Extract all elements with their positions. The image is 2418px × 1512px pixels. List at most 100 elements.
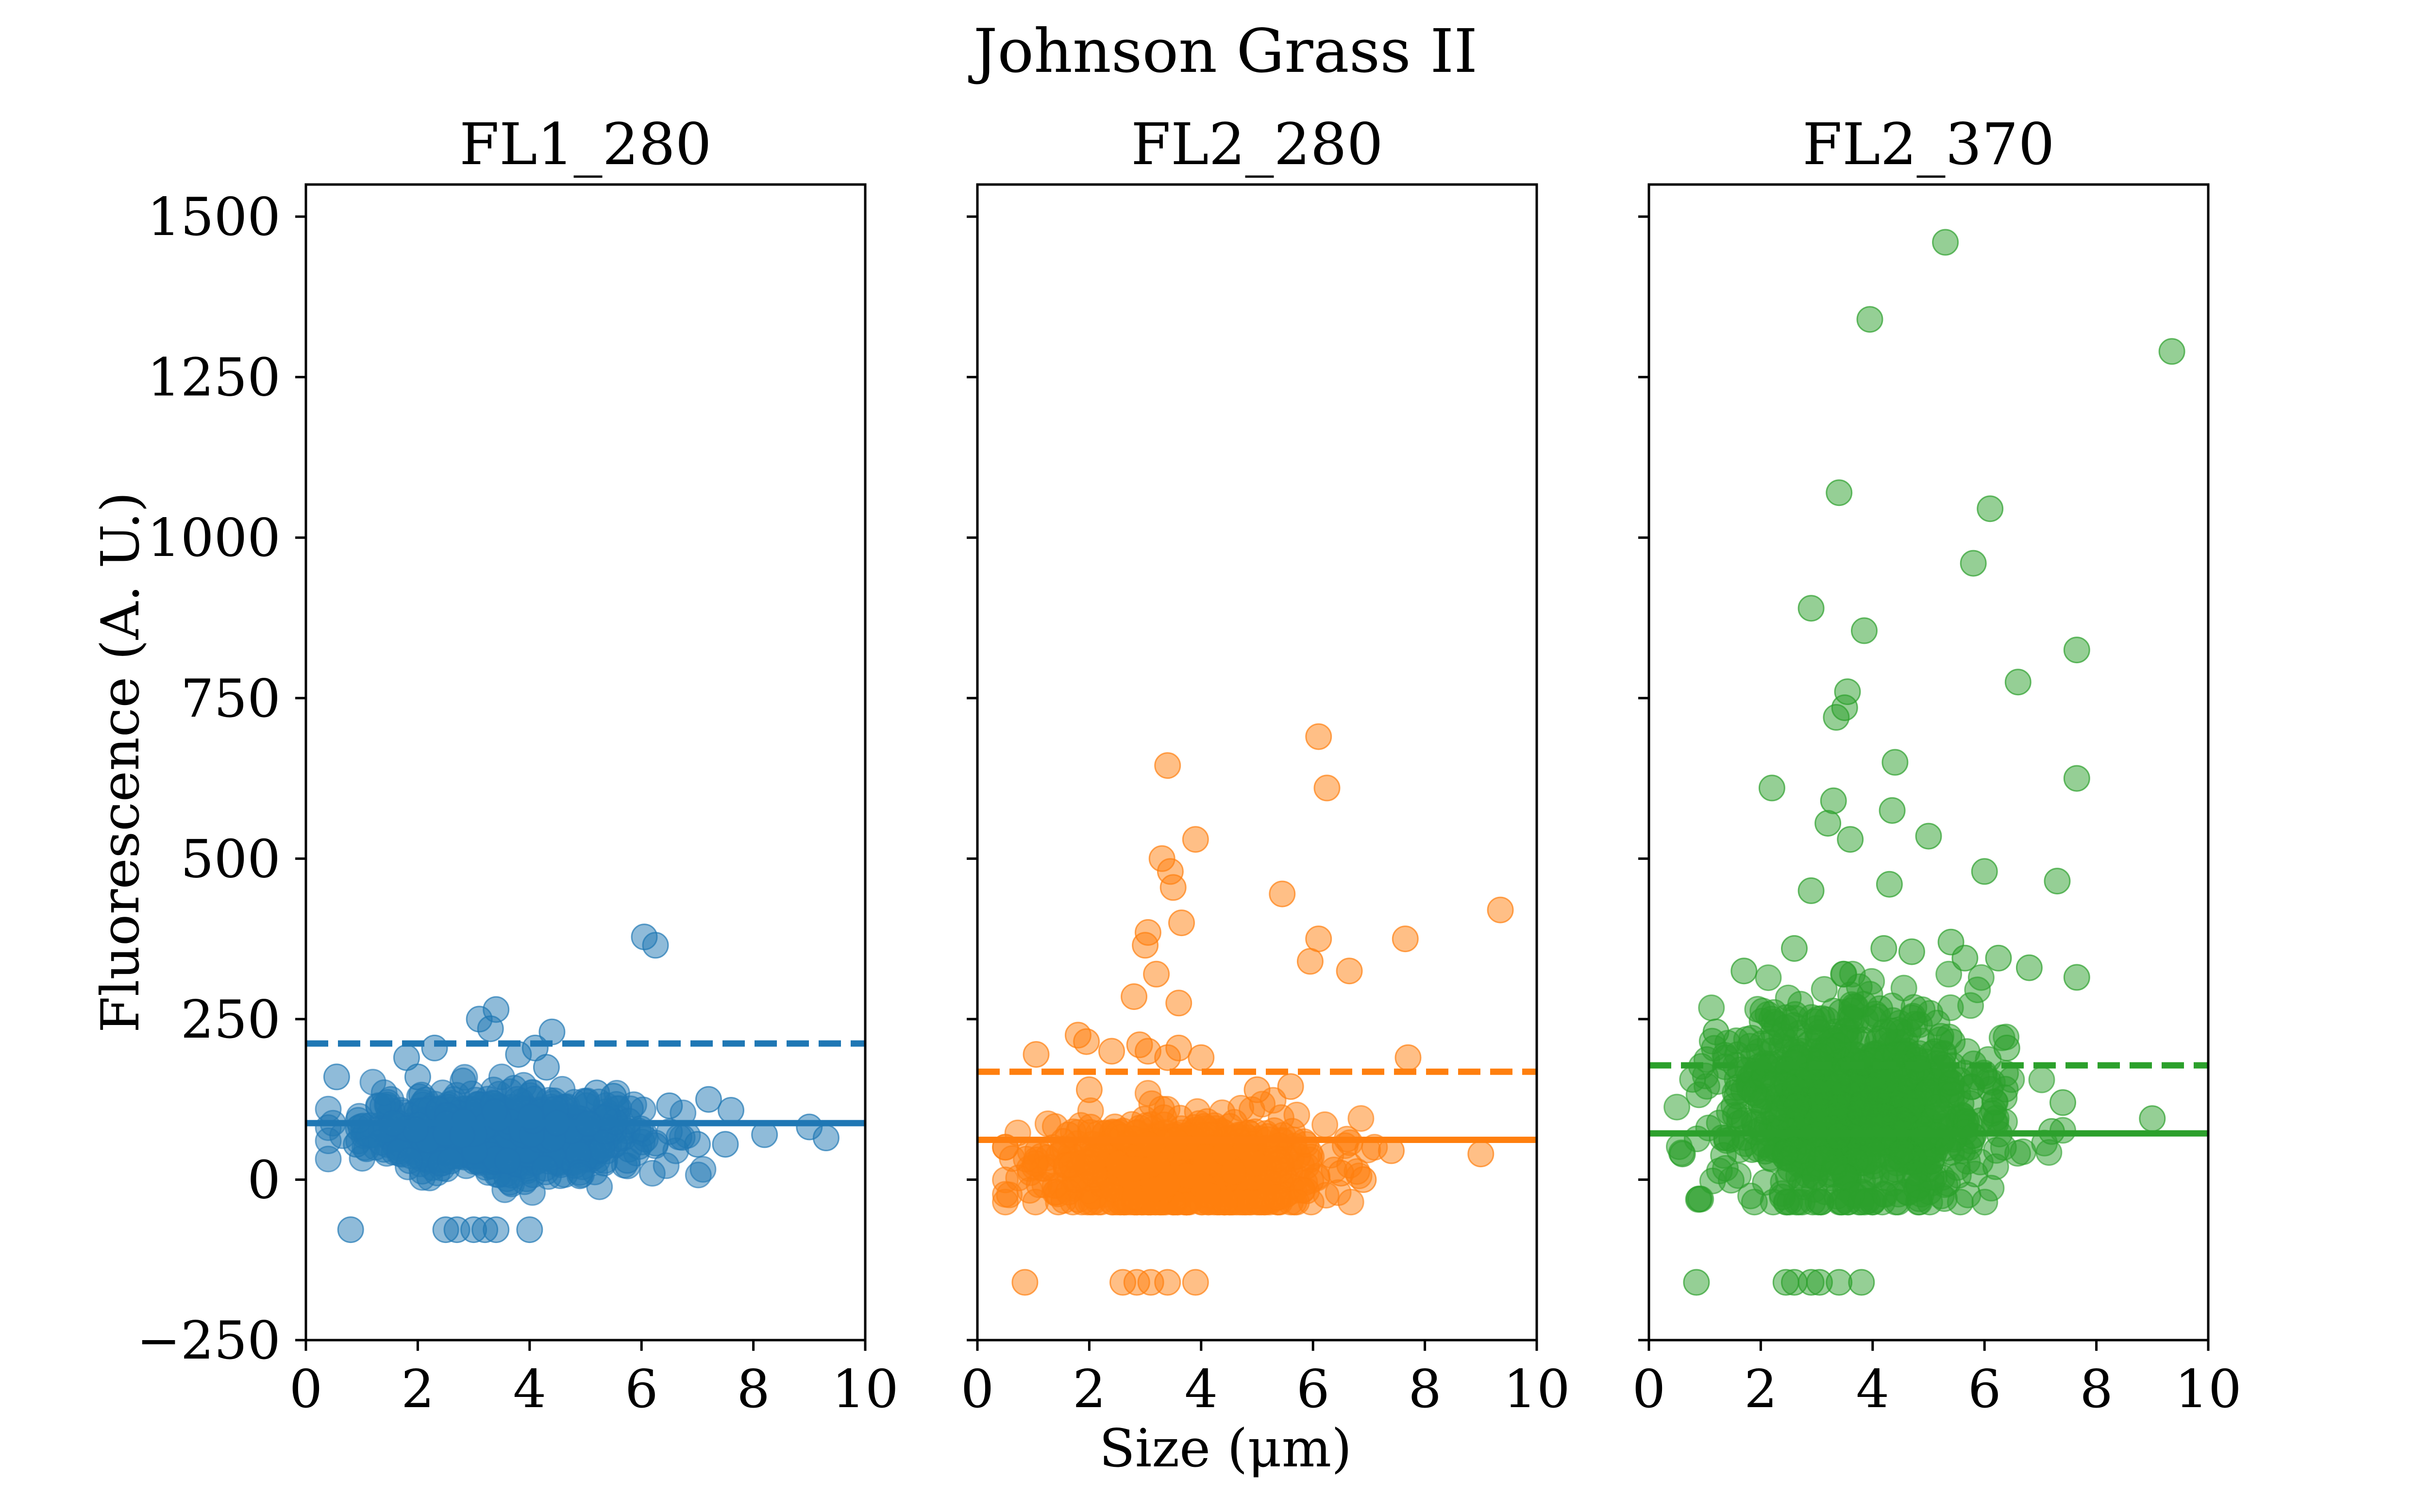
scatter-point bbox=[1296, 948, 1324, 975]
scatter-point bbox=[1826, 1269, 1853, 1296]
scatter-point bbox=[1756, 1029, 1783, 1056]
scatter-point bbox=[1305, 723, 1332, 750]
scatter-point bbox=[1327, 1159, 1355, 1187]
scatter-point bbox=[1263, 1183, 1290, 1210]
scatter-point bbox=[1834, 678, 1861, 706]
scatter-point bbox=[1935, 960, 1963, 988]
x-tick-label: 2 bbox=[401, 1359, 435, 1420]
scatter-point bbox=[1841, 992, 1868, 1020]
scatter-point bbox=[583, 1079, 610, 1107]
scatter-point bbox=[1888, 1139, 1915, 1166]
scatter-point bbox=[1876, 871, 1903, 898]
scatter-point bbox=[323, 1063, 350, 1091]
x-tick-label: 0 bbox=[961, 1359, 994, 1420]
scatter-point bbox=[1168, 909, 1195, 937]
scatter-point bbox=[1977, 495, 2004, 522]
x-tick-label: 4 bbox=[1184, 1359, 1218, 1420]
scatter-point bbox=[1121, 983, 1148, 1010]
scatter-point bbox=[1856, 306, 1883, 333]
plot-frame bbox=[1647, 183, 2210, 1342]
scatter-point bbox=[1686, 1185, 1713, 1212]
scatter-point bbox=[404, 1063, 431, 1091]
scatter-point bbox=[2004, 669, 2032, 696]
scatter-point bbox=[1923, 1093, 1950, 1121]
scatter-point bbox=[1313, 774, 1341, 802]
scatter-point bbox=[1154, 752, 1181, 779]
scatter-point bbox=[1337, 1189, 1364, 1216]
scatter-point bbox=[1718, 1167, 1745, 1194]
scatter-point bbox=[1165, 990, 1192, 1017]
scatter-point bbox=[1194, 1181, 1222, 1209]
scatter-point bbox=[2063, 765, 2090, 792]
scatter-point bbox=[1769, 1183, 1796, 1210]
scatter-point bbox=[1978, 1175, 2005, 1202]
x-tick-label: 8 bbox=[2080, 1359, 2113, 1420]
subplot-3: FL2_370 0 2 4 6 8 10 bbox=[1632, 111, 2242, 1420]
y-tick-label: 0 bbox=[247, 1150, 281, 1210]
x-tick-label: 10 bbox=[832, 1359, 898, 1420]
scatter-point bbox=[1808, 1005, 1835, 1032]
scatter-point bbox=[1034, 1110, 1061, 1137]
subplot-title: FL2_280 bbox=[1131, 111, 1383, 178]
scatter-point bbox=[1467, 1141, 1494, 1168]
scatter-point bbox=[1981, 1089, 2009, 1116]
scatter-point bbox=[1915, 823, 1942, 850]
scatter-point bbox=[1934, 1134, 1962, 1161]
scatter-point bbox=[1023, 1041, 1050, 1068]
scatter-point bbox=[1058, 1151, 1085, 1178]
scatter-point bbox=[315, 1127, 342, 1154]
scatter-point bbox=[1698, 994, 1725, 1022]
scatter-point bbox=[1993, 1034, 2020, 1061]
scatter-point bbox=[1075, 1076, 1103, 1103]
scatter-point bbox=[1957, 992, 1984, 1019]
scatter-point bbox=[477, 1015, 504, 1042]
scatter-point bbox=[1755, 964, 1782, 991]
scatter-point bbox=[1394, 1044, 1422, 1071]
scatter-point bbox=[1141, 1176, 1168, 1203]
scatter-point bbox=[1859, 1076, 1886, 1103]
scatter-points bbox=[992, 723, 1514, 1296]
x-tick-label: 6 bbox=[1968, 1359, 2001, 1420]
scatter-point bbox=[712, 1131, 739, 1158]
scatter-point bbox=[1312, 1182, 1340, 1209]
scatter-point bbox=[1216, 1113, 1243, 1140]
scatter-point bbox=[1780, 1012, 1807, 1039]
scatter-point bbox=[1814, 810, 1842, 837]
scatter-point bbox=[1487, 896, 1514, 924]
scatter-point bbox=[1243, 1076, 1271, 1103]
subplot-title: FL2_370 bbox=[1802, 111, 2055, 178]
scatter-point bbox=[488, 1063, 515, 1091]
scatter-point bbox=[2015, 954, 2043, 981]
y-tick-label: 1500 bbox=[147, 187, 281, 248]
subplot-2: FL2_280 0 2 4 6 8 10 bbox=[961, 111, 1570, 1420]
scatter-point bbox=[1073, 1028, 1100, 1055]
x-tick-label: 6 bbox=[625, 1359, 658, 1420]
scatter-point bbox=[1730, 958, 1758, 985]
plot-frame bbox=[304, 183, 867, 1342]
scatter-point bbox=[1143, 960, 1170, 988]
scatter-point bbox=[1971, 858, 1998, 885]
scatter-point bbox=[1938, 1069, 1965, 1096]
scatter-point bbox=[396, 1147, 423, 1174]
scatter-point bbox=[718, 1097, 744, 1124]
scatter-point bbox=[516, 1216, 543, 1243]
scatter-point bbox=[638, 1159, 666, 1187]
x-tick-label: 6 bbox=[1296, 1359, 1330, 1420]
figure-title: Johnson Grass II bbox=[968, 17, 1478, 86]
scatter-point bbox=[685, 1161, 712, 1189]
scatter-point bbox=[2063, 637, 2090, 664]
scatter-point bbox=[533, 1054, 560, 1081]
scatter-point bbox=[566, 1162, 593, 1190]
plot-frame bbox=[976, 183, 1538, 1342]
scatter-points bbox=[315, 924, 840, 1243]
scatter-point bbox=[1150, 1104, 1177, 1131]
scatter-point bbox=[1741, 1079, 1768, 1107]
scatter-point bbox=[1890, 974, 1917, 1002]
scatter-point bbox=[1694, 1073, 1720, 1100]
scatter-point bbox=[1851, 617, 1878, 644]
x-tick-label: 10 bbox=[1503, 1359, 1570, 1420]
scatter-point bbox=[1220, 1159, 1247, 1185]
scatter-point bbox=[337, 1216, 364, 1243]
